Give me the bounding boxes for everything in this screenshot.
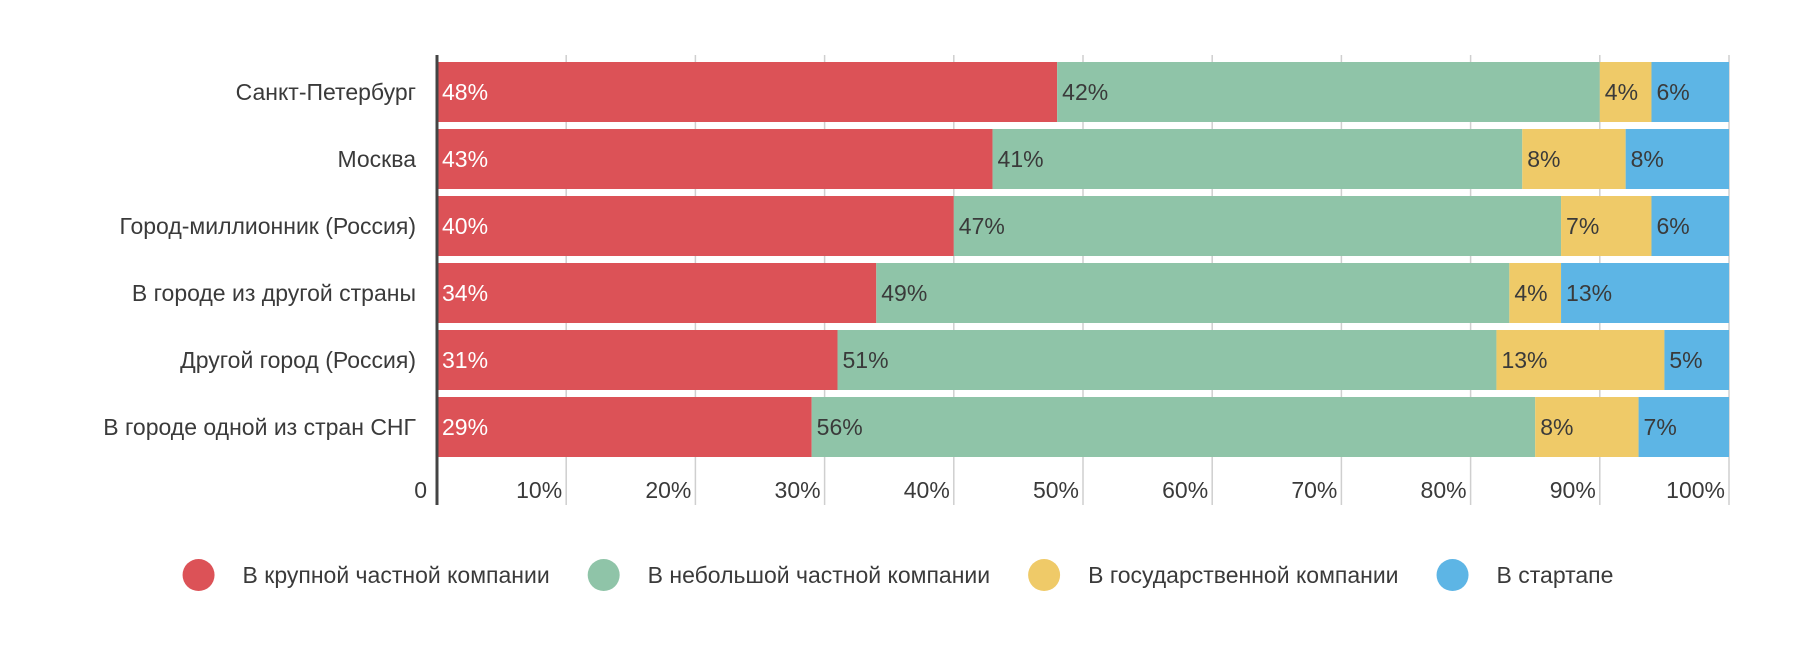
bar-segment [1651,62,1729,122]
bar-segment [1599,62,1652,122]
bar-data-label: 51% [843,347,889,373]
bar-data-label: 4% [1514,280,1547,306]
bar-segment [1522,129,1626,189]
category-labels: Санкт-Петербург Москва Город-миллионник (Р… [103,79,416,440]
category-label: Другой город (Россия) [180,347,416,373]
category-label: В городе из другой страны [132,280,416,306]
bar-data-label: 7% [1566,213,1599,239]
legend-swatch [182,559,215,591]
segment-labels: 48% 42% 4% 6% 43% 41% 8% 8% 40% 47% 7% 6% 34% 49% 4% 13… [442,79,1703,440]
legend: В крупной частной компании В небольшой ча… [182,559,1614,591]
bar-segment [1509,263,1562,323]
x-tick-label: 50% [1033,477,1079,503]
x-tick-label: 70% [1291,477,1337,503]
bar-segment [1496,330,1665,390]
bar-data-label: 6% [1656,79,1689,105]
x-tick-label: 80% [1421,477,1467,503]
bar-data-label: 56% [817,414,863,440]
legend-swatch [587,559,620,591]
x-tick-label: 100% [1666,477,1725,503]
legend-label: В стартапе [1497,562,1614,588]
bar-data-label: 48% [442,79,488,105]
bar-segment [437,263,877,323]
bar-data-label: 43% [442,146,488,172]
bar-segment [1638,397,1729,457]
bar-data-label: 5% [1669,347,1702,373]
bar-data-label: 29% [442,414,488,440]
category-label: Город-миллионник (Россия) [120,213,416,239]
x-tick-label: 10% [516,477,562,503]
bar-data-label: 47% [959,213,1005,239]
category-label: В городе одной из стран СНГ [103,414,416,440]
category-label: Москва [337,146,416,172]
category-label: Санкт-Петербург [236,79,416,105]
bar-segment [992,129,1523,189]
bar-data-label: 13% [1566,280,1612,306]
bar-segment [437,129,993,189]
bar-segment [1664,330,1729,390]
legend-swatch [1436,559,1469,591]
legend-label: В государственной компании [1088,562,1398,588]
bar-data-label: 6% [1656,213,1689,239]
bar-segment [437,62,1058,122]
x-tick-label: 40% [904,477,950,503]
bar-segment [437,397,812,457]
bar-segment [1535,397,1639,457]
bar-data-label: 34% [442,280,488,306]
x-tick-label: 90% [1550,477,1596,503]
bar-data-label: 40% [442,213,488,239]
bar-data-label: 4% [1605,79,1638,105]
bar-segment [1625,129,1729,189]
bar-data-label: 13% [1501,347,1547,373]
x-tick-label: 20% [645,477,691,503]
bar-segment [437,196,954,256]
bar-data-label: 8% [1527,146,1560,172]
x-tick-label: 60% [1162,477,1208,503]
x-tick-label: 30% [775,477,821,503]
legend-swatch [1028,559,1061,591]
bar-segment [837,330,1497,390]
x-tick-label: 0 [414,477,427,503]
bar-segment [1561,263,1729,323]
legend-label: В небольшой частной компании [648,562,990,588]
bar-data-label: 31% [442,347,488,373]
bar-segment [811,397,1536,457]
bar-segment [437,330,838,390]
bar-data-label: 8% [1631,146,1664,172]
legend-label: В крупной частной компании [243,562,550,588]
bar-data-label: 49% [881,280,927,306]
bar-segment [1651,196,1729,256]
bar-data-label: 7% [1644,414,1677,440]
bar-segment [1057,62,1600,122]
x-axis-ticks: 0 10% 20% 30% 40% 50% 60% 70% 80% 90% 100% [414,477,1725,503]
bar-data-label: 42% [1062,79,1108,105]
bars [437,62,1729,457]
bar-segment [1561,196,1652,256]
bar-data-label: 8% [1540,414,1573,440]
bar-segment [953,196,1562,256]
bar-segment [876,263,1510,323]
bar-data-label: 41% [998,146,1044,172]
